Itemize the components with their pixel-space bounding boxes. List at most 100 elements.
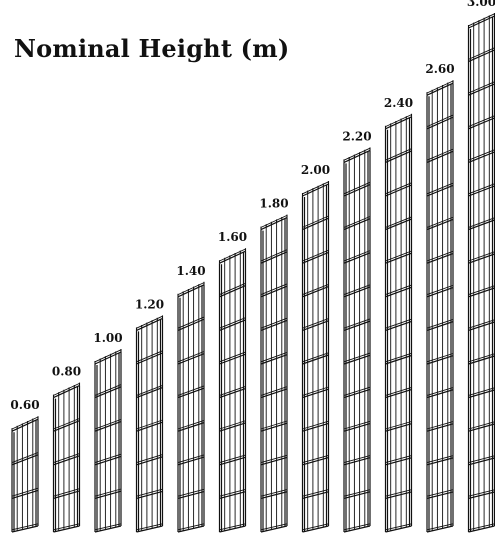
horizontal-rail (219, 284, 246, 298)
horizontal-rail (468, 183, 495, 195)
horizontal-rail (426, 489, 454, 497)
horizontal-rail (260, 422, 288, 432)
horizontal-rail (426, 218, 454, 231)
horizontal-rail (177, 385, 205, 396)
horizontal-rail (385, 352, 412, 363)
horizontal-rail (343, 523, 371, 531)
horizontal-rail (343, 352, 371, 363)
horizontal-rail (302, 422, 329, 432)
horizontal-rail (53, 418, 80, 430)
height-label: 3.00 (467, 0, 495, 9)
horizontal-rail (177, 454, 205, 464)
horizontal-rail (385, 389, 412, 399)
horizontal-rail (343, 318, 371, 329)
horizontal-rail (94, 455, 122, 466)
horizontal-rail (136, 421, 163, 432)
horizontal-rail (219, 282, 246, 296)
horizontal-rail (94, 523, 122, 531)
horizontal-rail (426, 287, 454, 298)
horizontal-rail (260, 454, 288, 464)
fence-panel-1-80: 1.80 (259, 197, 289, 533)
horizontal-rail (385, 148, 412, 161)
horizontal-rail (302, 251, 329, 264)
horizontal-rail (468, 115, 495, 128)
horizontal-rail (260, 456, 288, 466)
horizontal-rail (468, 217, 495, 228)
horizontal-rail (343, 422, 371, 432)
fence-panel-0-80: 0.80 (52, 365, 81, 533)
height-label: 2.60 (425, 62, 454, 76)
horizontal-rail (468, 491, 495, 499)
horizontal-rail (302, 491, 329, 499)
horizontal-rail (385, 150, 412, 163)
height-label: 1.60 (218, 230, 247, 244)
fence-panel-2-60: 2.60 (425, 62, 455, 533)
fence-panel-1-40: 1.40 (176, 264, 206, 533)
horizontal-rail (385, 286, 412, 298)
horizontal-rail (426, 148, 454, 161)
horizontal-rail (177, 490, 205, 499)
horizontal-rail (219, 420, 246, 430)
horizontal-rail (53, 420, 80, 432)
horizontal-rail (219, 422, 246, 432)
horizontal-rail (302, 489, 329, 497)
horizontal-rail (468, 49, 495, 63)
horizontal-rail (53, 453, 80, 464)
horizontal-rail (343, 420, 371, 430)
horizontal-rail (260, 319, 288, 331)
horizontal-rail (385, 457, 412, 466)
horizontal-rail (219, 385, 246, 396)
horizontal-rail (426, 116, 454, 130)
horizontal-rail (426, 114, 454, 128)
horizontal-rail (219, 248, 246, 262)
horizontal-rail (468, 83, 495, 96)
horizontal-rail (426, 252, 454, 264)
horizontal-rail (177, 488, 205, 497)
horizontal-rail (177, 525, 205, 533)
horizontal-rail (468, 457, 495, 466)
horizontal-rail (385, 423, 412, 432)
horizontal-rail (260, 354, 288, 365)
horizontal-rail (94, 488, 122, 497)
horizontal-rail (302, 523, 329, 531)
horizontal-rail (11, 489, 39, 499)
horizontal-rail (343, 457, 371, 466)
horizontal-rail (385, 525, 412, 533)
horizontal-rail (11, 418, 39, 432)
horizontal-rail (302, 181, 329, 195)
horizontal-rail (219, 489, 246, 497)
horizontal-rail (136, 315, 163, 329)
horizontal-rail (385, 114, 412, 128)
horizontal-rail (426, 457, 454, 466)
fence-panel-1-00: 1.00 (93, 331, 123, 533)
height-label: 0.60 (10, 398, 39, 412)
horizontal-rail (11, 452, 39, 464)
horizontal-rail (343, 320, 371, 331)
horizontal-rail (468, 81, 495, 94)
horizontal-rail (343, 489, 371, 497)
horizontal-rail (302, 525, 329, 533)
horizontal-rail (94, 351, 122, 365)
horizontal-rail (468, 523, 495, 531)
horizontal-rail (260, 489, 288, 497)
horizontal-rail (177, 420, 205, 430)
horizontal-rail (94, 421, 122, 432)
horizontal-rail (302, 388, 329, 399)
horizontal-rail (468, 321, 495, 331)
height-label: 2.00 (301, 163, 330, 177)
horizontal-rail (302, 249, 329, 262)
horizontal-rail (385, 182, 412, 195)
horizontal-rail (468, 185, 495, 197)
horizontal-rail (468, 423, 495, 432)
horizontal-rail (468, 489, 495, 497)
horizontal-rail (302, 352, 329, 363)
horizontal-rail (136, 352, 163, 365)
horizontal-rail (343, 149, 371, 163)
horizontal-rail (468, 387, 495, 396)
horizontal-rail (426, 355, 454, 365)
horizontal-rail (177, 456, 205, 466)
horizontal-rail (426, 182, 454, 195)
horizontal-rail (343, 252, 371, 264)
horizontal-rail (136, 490, 163, 499)
